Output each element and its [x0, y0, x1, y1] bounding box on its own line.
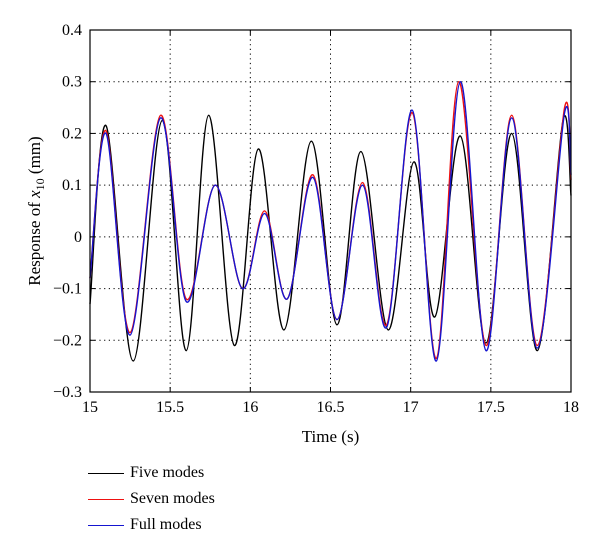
legend-item: Full modes: [88, 512, 215, 538]
x-tick-label: 17: [403, 399, 419, 416]
legend-item: Seven modes: [88, 486, 215, 512]
legend: Five modes Seven modes Full modes: [88, 460, 215, 538]
legend-label: Seven modes: [130, 490, 215, 507]
x-axis-label: Time (s): [302, 427, 359, 446]
y-tick-label: 0.1: [62, 177, 82, 194]
legend-swatch-five-modes: [88, 472, 124, 474]
y-tick-label: 0.2: [62, 125, 82, 142]
legend-swatch-seven-modes: [88, 498, 124, 500]
x-tick-label: 17.5: [477, 399, 505, 416]
y-tick-label: −0.3: [53, 384, 82, 401]
series-line-full-modes: [89, 81, 572, 362]
legend-item: Five modes: [88, 460, 215, 486]
series-layer: [89, 81, 572, 362]
x-tick-label: 18: [563, 399, 579, 416]
legend-label: Full modes: [130, 516, 202, 533]
y-tick-label: 0.3: [62, 74, 82, 91]
line-chart: 15 15.5 16 16.5 17 17.5 18 0.4 0.3 0.2 0.1 0 −0.1 −0.…: [25, 22, 579, 446]
y-tick-label: 0: [74, 229, 82, 246]
y-tick-label: −0.2: [53, 332, 82, 349]
y-axis-label: Response of x10 (mm): [25, 136, 47, 285]
x-tick-label: 15: [82, 399, 98, 416]
y-tick-label: −0.1: [53, 281, 82, 298]
grid-lines: [90, 30, 571, 392]
plot-frame: [89, 29, 572, 393]
axis-ticks: 15 15.5 16 16.5 17 17.5 18 0.4 0.3 0.2 0.1 0 −0.1 −0.…: [53, 22, 579, 416]
x-tick-label: 16: [242, 399, 258, 416]
y-tick-label: 0.4: [62, 22, 82, 39]
legend-label: Five modes: [130, 464, 205, 481]
x-tick-label: 16.5: [317, 399, 345, 416]
x-tick-label: 15.5: [156, 399, 184, 416]
legend-swatch-full-modes: [88, 524, 124, 526]
